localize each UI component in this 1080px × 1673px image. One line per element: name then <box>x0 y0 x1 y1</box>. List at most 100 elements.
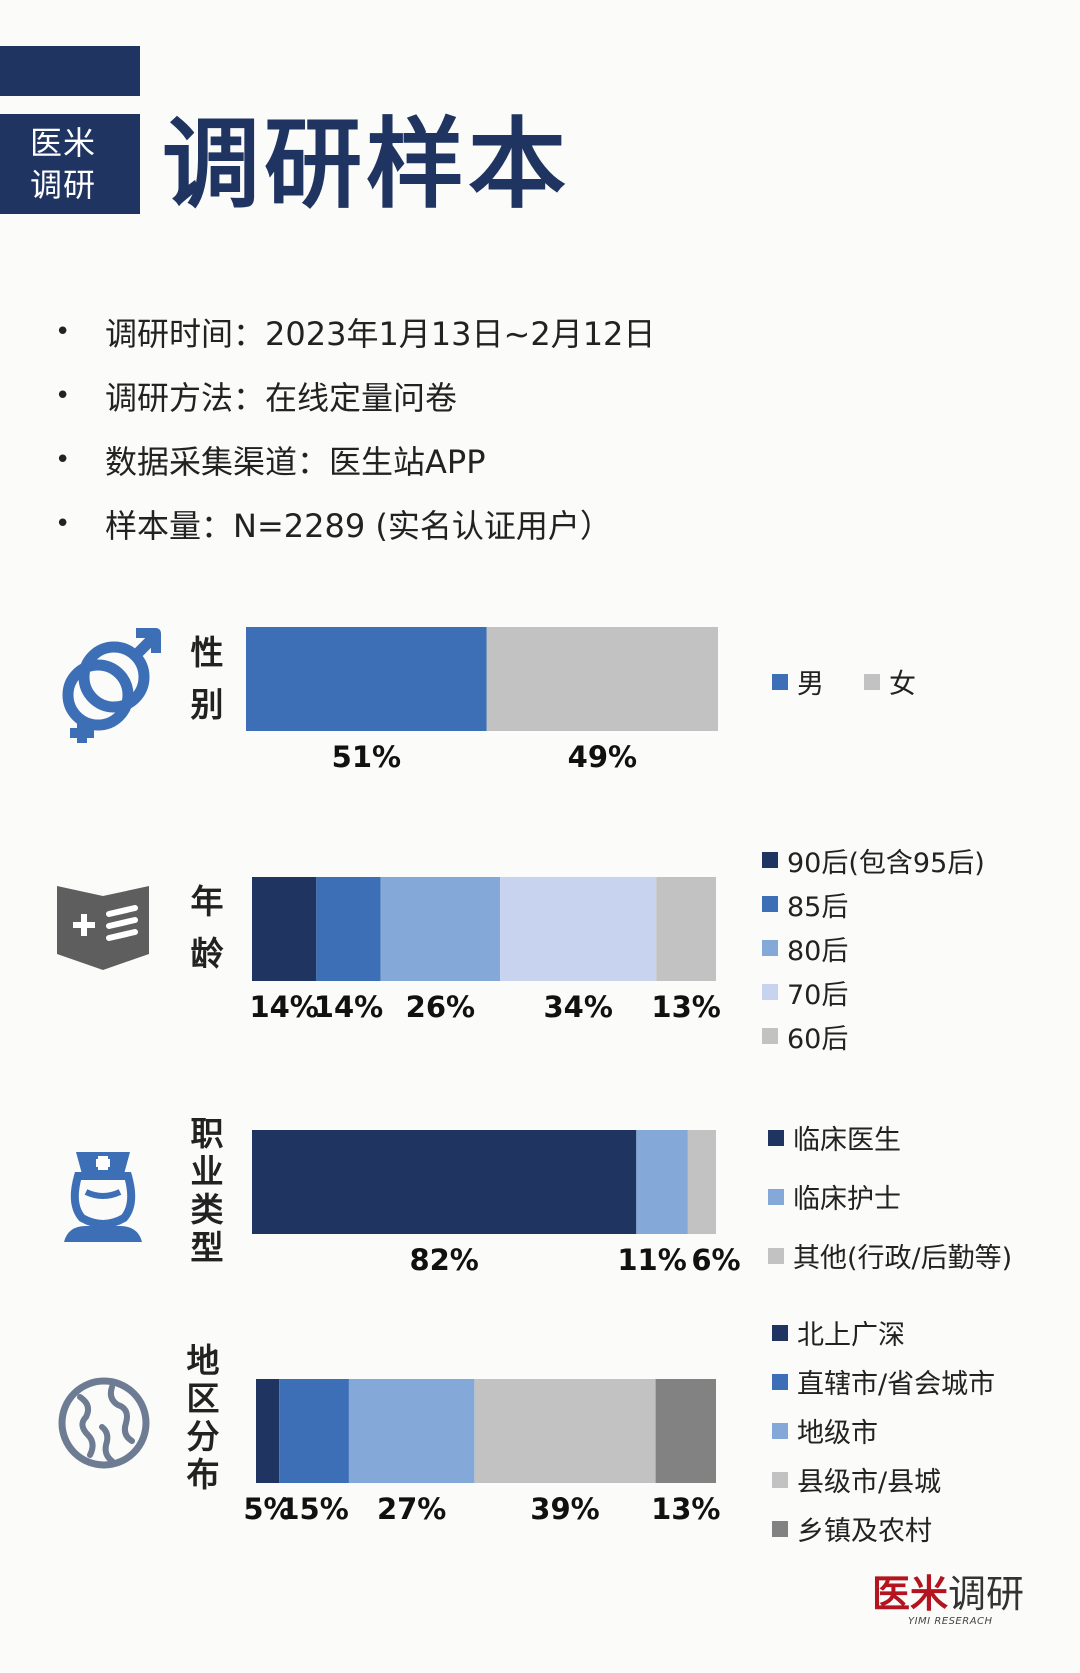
stacked-bar-gender: 51% 49% <box>246 627 718 774</box>
section-label-age: 年 龄 <box>187 883 227 973</box>
bar-segment-1 <box>252 1130 637 1234</box>
gender-symbols-icon <box>62 628 161 743</box>
legend-swatch <box>772 1520 788 1537</box>
label-char: 职 <box>190 1114 224 1153</box>
legend-item: 地级市 <box>772 1406 995 1455</box>
bar-segment-1 <box>246 627 487 731</box>
legend-item: 其他(行政/后勤等) <box>768 1226 1012 1285</box>
legend-swatch <box>762 940 778 956</box>
legend-item: 女 <box>864 662 916 701</box>
legend-item: 临床护士 <box>768 1167 1012 1226</box>
legend-swatch <box>772 1422 788 1439</box>
legend-label: 85后 <box>787 891 849 923</box>
data-label: 82% <box>409 1243 478 1277</box>
legend-profession: 临床医生 临床护士 其他(行政/后勤等) <box>768 1108 1012 1285</box>
bar-segment-2 <box>636 1130 688 1234</box>
legend-label: 乡镇及农村 <box>797 1516 932 1547</box>
data-label: 6% <box>691 1243 740 1277</box>
legend-label: 直辖市/省会城市 <box>797 1369 996 1400</box>
legend-item: 90后(包含95后) <box>762 838 985 882</box>
legend-label: 地级市 <box>797 1418 878 1449</box>
label-char: 区 <box>186 1379 220 1418</box>
info-item-time: • 调研时间：2023年1月13日~2月12日 <box>55 300 655 364</box>
bar-segment-3 <box>687 1130 716 1234</box>
legend-label: 90后(包含95后) <box>787 847 985 879</box>
info-list: • 调研时间：2023年1月13日~2月12日 • 调研方法：在线定量问卷 • … <box>55 300 655 556</box>
label-char: 业 <box>190 1152 224 1191</box>
legend-label: 女 <box>889 669 916 700</box>
data-label: 51% <box>332 740 401 774</box>
bar-segment-1 <box>252 877 317 981</box>
bar-segment-3 <box>380 877 501 981</box>
badge-line-2: 调研 <box>30 166 97 204</box>
legend-swatch <box>768 1129 784 1146</box>
data-label: 39% <box>530 1492 599 1526</box>
legend-label: 县级市/县城 <box>797 1467 942 1498</box>
legend-label: 临床医生 <box>793 1125 901 1156</box>
bar-segment-5 <box>656 877 716 981</box>
legend-label: 北上广深 <box>797 1320 905 1351</box>
legend-item: 男 <box>772 662 824 701</box>
bar-segment-5 <box>655 1379 716 1483</box>
legend-item: 临床医生 <box>768 1108 1012 1167</box>
legend-item: 60后 <box>762 1014 985 1058</box>
legend-swatch <box>762 852 778 868</box>
data-label: 15% <box>279 1492 348 1526</box>
globe-icon <box>58 1377 150 1469</box>
data-label: 34% <box>543 990 612 1024</box>
legend-item: 县级市/县城 <box>772 1455 995 1504</box>
info-item-channel: • 数据采集渠道：医生站APP <box>55 428 655 492</box>
legend-item: 乡镇及农村 <box>772 1504 995 1553</box>
legend-item: 80后 <box>762 926 985 970</box>
stacked-bar-profession: 82% 11% 6% <box>252 1130 740 1277</box>
label-char: 类 <box>190 1190 224 1229</box>
legend-label: 70后 <box>787 979 849 1011</box>
data-label: 14% <box>249 990 318 1024</box>
legend-label: 临床护士 <box>793 1184 901 1215</box>
label-char: 性 <box>190 633 224 672</box>
medical-book-icon <box>57 886 149 970</box>
badge-line-1: 医米 <box>30 124 97 162</box>
label-char: 别 <box>190 685 224 724</box>
section-label-gender: 性 别 <box>187 634 227 724</box>
legend-item: 直辖市/省会城市 <box>772 1357 995 1406</box>
bar-segment-4 <box>474 1379 656 1483</box>
bar-segment-1 <box>256 1379 280 1483</box>
label-char: 龄 <box>190 934 224 973</box>
legend-item: 85后 <box>762 882 985 926</box>
label-char: 地 <box>186 1341 220 1380</box>
stacked-bar-age: 14%14% 26% 34% 13% <box>249 877 721 1024</box>
legend-gender: 男 女 <box>772 662 916 701</box>
legend-swatch <box>772 1373 788 1390</box>
legend-age: 90后(包含95后) 85后 80后 70后 60后 <box>762 838 985 1058</box>
legend-swatch <box>768 1247 784 1264</box>
info-text: 调研方法：在线定量问卷 <box>105 379 458 417</box>
info-text: 数据采集渠道：医生站APP <box>105 443 486 481</box>
logo-subtitle: YIMI RESERACH <box>908 1616 993 1627</box>
section-label-profession: 职 业 类 型 <box>187 1115 227 1267</box>
legend-swatch <box>772 1471 788 1488</box>
label-char: 布 <box>186 1455 220 1494</box>
label-char: 分 <box>186 1417 220 1456</box>
legend-swatch <box>864 673 880 690</box>
bullet: • <box>55 509 71 539</box>
data-label: 11% <box>617 1243 686 1277</box>
data-label: 27% <box>377 1492 446 1526</box>
legend-label: 其他(行政/后勤等) <box>793 1243 1013 1274</box>
data-label: 26% <box>406 990 475 1024</box>
bar-segment-2 <box>486 627 718 731</box>
bullet: • <box>55 381 71 411</box>
legend-swatch <box>762 984 778 1000</box>
legend-swatch <box>768 1188 784 1205</box>
nurse-icon <box>64 1152 142 1242</box>
section-label-region: 地 区 分 布 <box>183 1342 223 1494</box>
bar-segment-4 <box>500 877 657 981</box>
data-label: 13% <box>651 990 720 1024</box>
header-stripe <box>0 46 140 96</box>
label-char: 型 <box>190 1228 224 1267</box>
stacked-bar-region: 5%15% 27% 39% 13% <box>243 1379 721 1526</box>
legend-swatch <box>772 673 788 690</box>
yimi-research-logo: 医米调研 YIMI RESERACH <box>872 1572 1032 1632</box>
data-label: 14% <box>314 990 383 1024</box>
legend-label: 80后 <box>787 935 849 967</box>
